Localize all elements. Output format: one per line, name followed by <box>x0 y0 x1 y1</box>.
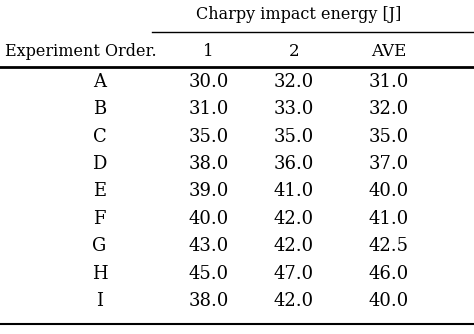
Text: I: I <box>96 292 103 310</box>
Text: 39.0: 39.0 <box>188 182 229 200</box>
Text: 40.0: 40.0 <box>369 292 409 310</box>
Text: 31.0: 31.0 <box>188 100 229 118</box>
Text: 31.0: 31.0 <box>368 73 409 91</box>
Text: 41.0: 41.0 <box>274 182 314 200</box>
Text: 2: 2 <box>289 43 299 60</box>
Text: AVE: AVE <box>371 43 406 60</box>
Text: 38.0: 38.0 <box>188 155 229 173</box>
Text: 35.0: 35.0 <box>274 128 314 146</box>
Text: B: B <box>93 100 106 118</box>
Text: 43.0: 43.0 <box>189 237 228 255</box>
Text: 46.0: 46.0 <box>369 265 409 283</box>
Text: 36.0: 36.0 <box>273 155 314 173</box>
Text: 37.0: 37.0 <box>369 155 409 173</box>
Text: 1: 1 <box>203 43 214 60</box>
Text: 40.0: 40.0 <box>189 210 228 228</box>
Text: 45.0: 45.0 <box>189 265 228 283</box>
Text: Charpy impact energy [J]: Charpy impact energy [J] <box>196 6 401 23</box>
Text: 42.0: 42.0 <box>274 210 314 228</box>
Text: 35.0: 35.0 <box>189 128 228 146</box>
Text: 47.0: 47.0 <box>274 265 314 283</box>
Text: 42.0: 42.0 <box>274 237 314 255</box>
Text: 30.0: 30.0 <box>188 73 229 91</box>
Text: 40.0: 40.0 <box>369 182 409 200</box>
Text: 33.0: 33.0 <box>273 100 314 118</box>
Text: 35.0: 35.0 <box>369 128 409 146</box>
Text: 42.5: 42.5 <box>369 237 409 255</box>
Text: H: H <box>92 265 107 283</box>
Text: G: G <box>92 237 107 255</box>
Text: 38.0: 38.0 <box>188 292 229 310</box>
Text: E: E <box>93 182 106 200</box>
Text: F: F <box>93 210 106 228</box>
Text: Experiment Order.: Experiment Order. <box>5 43 156 60</box>
Text: D: D <box>92 155 107 173</box>
Text: 32.0: 32.0 <box>274 73 314 91</box>
Text: A: A <box>93 73 106 91</box>
Text: 32.0: 32.0 <box>369 100 409 118</box>
Text: C: C <box>92 128 107 146</box>
Text: 41.0: 41.0 <box>369 210 409 228</box>
Text: 42.0: 42.0 <box>274 292 314 310</box>
